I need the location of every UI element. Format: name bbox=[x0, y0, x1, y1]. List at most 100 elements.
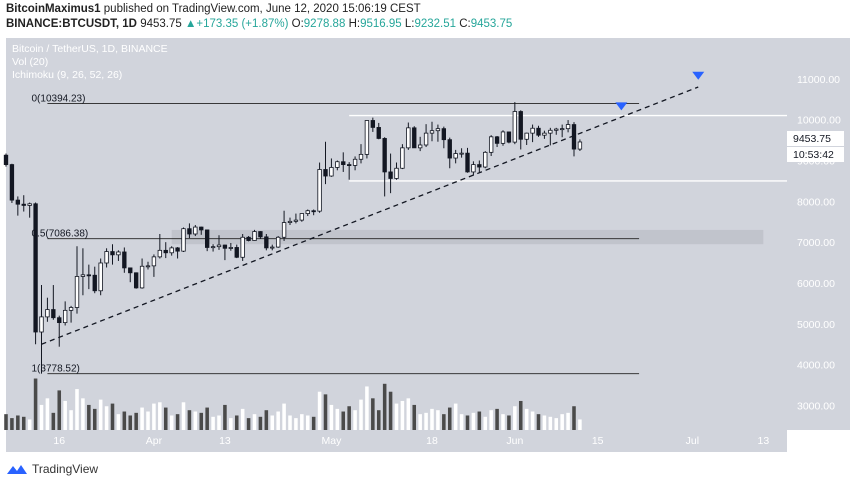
legend-title: Bitcoin / TetherUS, 1D, BINANCE bbox=[12, 43, 168, 55]
candle-body bbox=[459, 152, 464, 155]
volume-bar bbox=[495, 408, 499, 430]
volume-bar bbox=[69, 410, 73, 430]
volume-bar bbox=[252, 414, 257, 430]
volume-bar bbox=[566, 412, 570, 430]
legend-ichimoku: Ichimoku (9, 26, 52, 26) bbox=[12, 69, 122, 81]
volume-bar bbox=[175, 414, 180, 430]
volume-bar bbox=[51, 412, 56, 430]
volume-bar bbox=[365, 386, 369, 430]
publish-info: published on TradingView.com, June 12, 2… bbox=[103, 3, 421, 15]
up-arrow-icon: ▲ bbox=[184, 18, 197, 30]
volume-bar bbox=[572, 406, 576, 430]
volume-bar bbox=[92, 408, 97, 430]
volume-bar bbox=[134, 412, 138, 430]
candle-body bbox=[275, 236, 281, 248]
candle-body bbox=[21, 203, 26, 206]
volume-bar bbox=[518, 400, 523, 430]
volume-bar bbox=[234, 415, 239, 430]
candle-body bbox=[518, 111, 523, 140]
candle-body bbox=[181, 228, 186, 252]
candle-body bbox=[204, 229, 210, 248]
candle-body bbox=[335, 161, 340, 168]
volume-bar bbox=[447, 407, 452, 430]
x-tick-label: 16 bbox=[53, 435, 65, 447]
volume-bar bbox=[412, 404, 417, 430]
volume-bar bbox=[347, 406, 351, 430]
candle-body bbox=[500, 131, 506, 144]
candle-body bbox=[104, 251, 109, 264]
y-tick-label: 11000.00 bbox=[797, 74, 840, 86]
volume-bar bbox=[10, 418, 14, 430]
candle-body bbox=[559, 128, 565, 131]
candle-body bbox=[341, 161, 346, 165]
tradingview-brand[interactable]: TradingView bbox=[32, 462, 99, 476]
countdown-tag bbox=[787, 147, 844, 162]
last-price: 9453.75 bbox=[140, 18, 182, 30]
y-tick-label: 4000.00 bbox=[797, 360, 835, 372]
candle-body bbox=[536, 127, 541, 136]
volume-bar bbox=[199, 412, 204, 430]
candle-body bbox=[222, 244, 228, 249]
price-axis[interactable] bbox=[787, 38, 850, 430]
volume-bar bbox=[536, 414, 541, 430]
candle-body bbox=[151, 256, 157, 267]
candle-body bbox=[412, 127, 417, 149]
volume-bar bbox=[513, 406, 517, 430]
candle-body bbox=[441, 128, 447, 141]
volume-bar bbox=[294, 418, 298, 430]
candle-body bbox=[264, 236, 269, 249]
volume-bar bbox=[75, 389, 79, 430]
candle-body bbox=[370, 120, 376, 128]
volume-bar bbox=[371, 398, 375, 430]
volume-bar bbox=[442, 414, 446, 430]
symbol-label: BINANCE:BTCUSDT, 1D bbox=[6, 18, 137, 30]
y-tick-label: 3000.00 bbox=[797, 401, 835, 413]
down-arrow-marker-icon bbox=[692, 71, 705, 80]
volume-bar bbox=[329, 404, 334, 430]
countdown-tag-text: 10:53:42 bbox=[793, 149, 834, 161]
candle-body bbox=[175, 247, 180, 252]
time-axis[interactable] bbox=[6, 430, 787, 452]
volume-bar bbox=[205, 407, 209, 430]
close-value: 9453.75 bbox=[470, 18, 513, 30]
x-tick-label: Apr bbox=[146, 435, 163, 447]
y-tick-label: 5000.00 bbox=[797, 319, 835, 331]
volume-bar bbox=[542, 415, 547, 430]
candle-body bbox=[352, 158, 358, 166]
author-name[interactable]: BitcoinMaximus1 bbox=[6, 3, 101, 15]
volume-bar bbox=[524, 408, 529, 430]
candle-body bbox=[157, 249, 163, 258]
candle-body bbox=[299, 213, 305, 221]
price-chart[interactable]: 0(10394.23) 0.5(7086.38) 1(3778.52) 3000.0… bbox=[0, 34, 850, 456]
candle-body bbox=[210, 246, 216, 249]
x-tick-label: 18 bbox=[426, 435, 438, 447]
ascending-trendline bbox=[41, 86, 699, 345]
volume-bar bbox=[158, 402, 162, 430]
volume-bar bbox=[45, 398, 50, 430]
candle-body bbox=[311, 210, 316, 213]
candle-body bbox=[388, 171, 393, 179]
volume-bar bbox=[554, 418, 559, 430]
volume-bar bbox=[152, 403, 156, 430]
volume-bar bbox=[388, 391, 393, 430]
volume-bar bbox=[223, 404, 227, 430]
candle-body bbox=[293, 219, 299, 222]
open-value: 9278.88 bbox=[303, 18, 346, 30]
candle-body bbox=[139, 265, 145, 289]
x-tick-label: 13 bbox=[757, 435, 769, 447]
candle-body bbox=[305, 210, 310, 214]
tradingview-logo-icon[interactable] bbox=[6, 462, 28, 476]
volume-bar bbox=[376, 410, 381, 430]
volume-bar bbox=[27, 419, 32, 430]
chart-header: BitcoinMaximus1 published on TradingView… bbox=[6, 2, 846, 32]
candle-body bbox=[68, 307, 74, 311]
candle-body bbox=[376, 127, 381, 139]
candle-body bbox=[187, 228, 192, 235]
volume-bar bbox=[323, 394, 328, 430]
volume-bar bbox=[560, 414, 564, 430]
candle-body bbox=[270, 246, 275, 249]
candle-body bbox=[133, 272, 139, 289]
volume-bar bbox=[359, 399, 363, 430]
candle-body bbox=[234, 247, 239, 258]
candle-body bbox=[329, 167, 334, 177]
